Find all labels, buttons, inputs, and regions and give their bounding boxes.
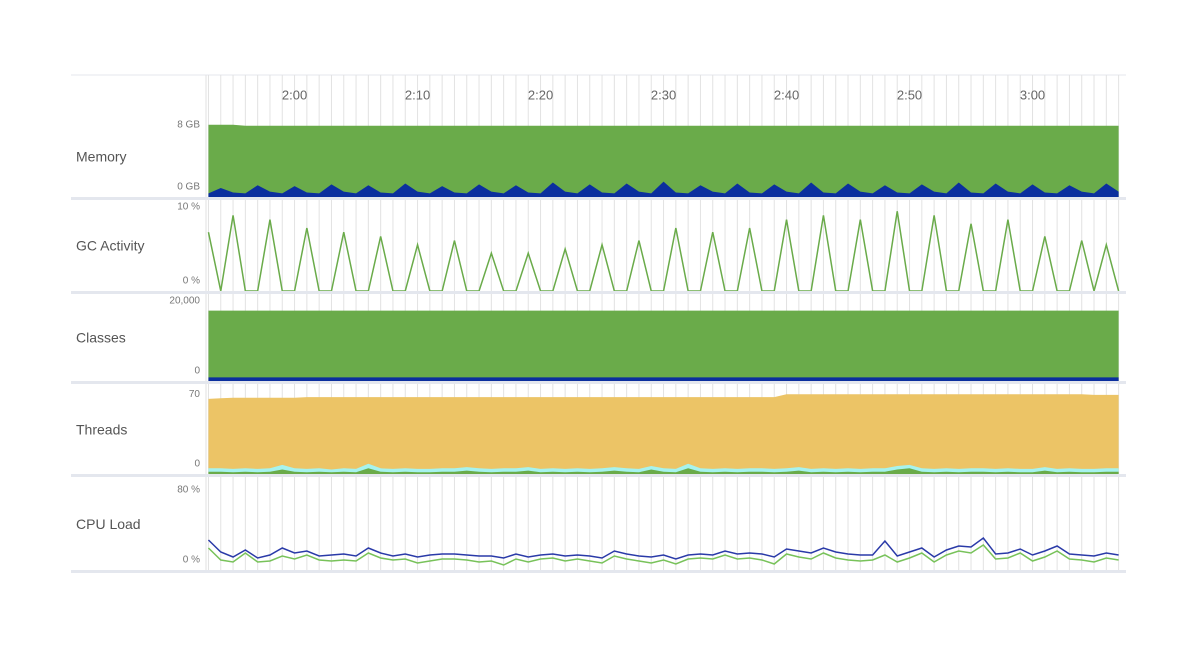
x-tick-label: 2:50 xyxy=(897,87,922,102)
line xyxy=(207,544,1119,566)
row-label: CPU Load xyxy=(76,516,141,532)
x-tick-label: 2:20 xyxy=(528,87,553,102)
y-tick-label: 0 xyxy=(194,366,200,377)
row-label: Threads xyxy=(76,422,127,438)
row-label: GC Activity xyxy=(76,238,144,254)
x-tick-label: 2:40 xyxy=(774,87,799,102)
x-tick-label: 2:30 xyxy=(651,87,676,102)
y-tick-label: 0 % xyxy=(183,276,200,287)
y-tick-label: 70 xyxy=(189,389,201,400)
y-tick-label: 8 GB xyxy=(177,119,200,130)
y-tick-label: 10 % xyxy=(177,202,200,213)
row-label: Classes xyxy=(76,330,126,346)
x-tick-label: 2:00 xyxy=(282,87,307,102)
y-tick-label: 0 GB xyxy=(177,182,200,193)
y-tick-label: 0 % xyxy=(183,555,200,566)
row-separator xyxy=(71,474,1126,477)
row-separator xyxy=(71,291,1126,294)
area xyxy=(208,124,1119,197)
line xyxy=(207,536,1119,560)
area xyxy=(208,377,1119,381)
area xyxy=(208,181,1119,197)
y-tick-label: 0 xyxy=(194,459,200,470)
x-tick-label: 2:10 xyxy=(405,87,430,102)
y-tick-label: 20,000 xyxy=(169,296,200,307)
row-separator xyxy=(71,570,1126,573)
y-tick-label: 80 % xyxy=(177,485,200,496)
row-separator xyxy=(71,197,1126,200)
x-tick-label: 3:00 xyxy=(1020,87,1045,102)
area xyxy=(208,394,1119,474)
area xyxy=(208,468,1119,474)
area xyxy=(208,310,1119,381)
row-label: Memory xyxy=(76,149,127,165)
row-separator xyxy=(71,381,1126,384)
